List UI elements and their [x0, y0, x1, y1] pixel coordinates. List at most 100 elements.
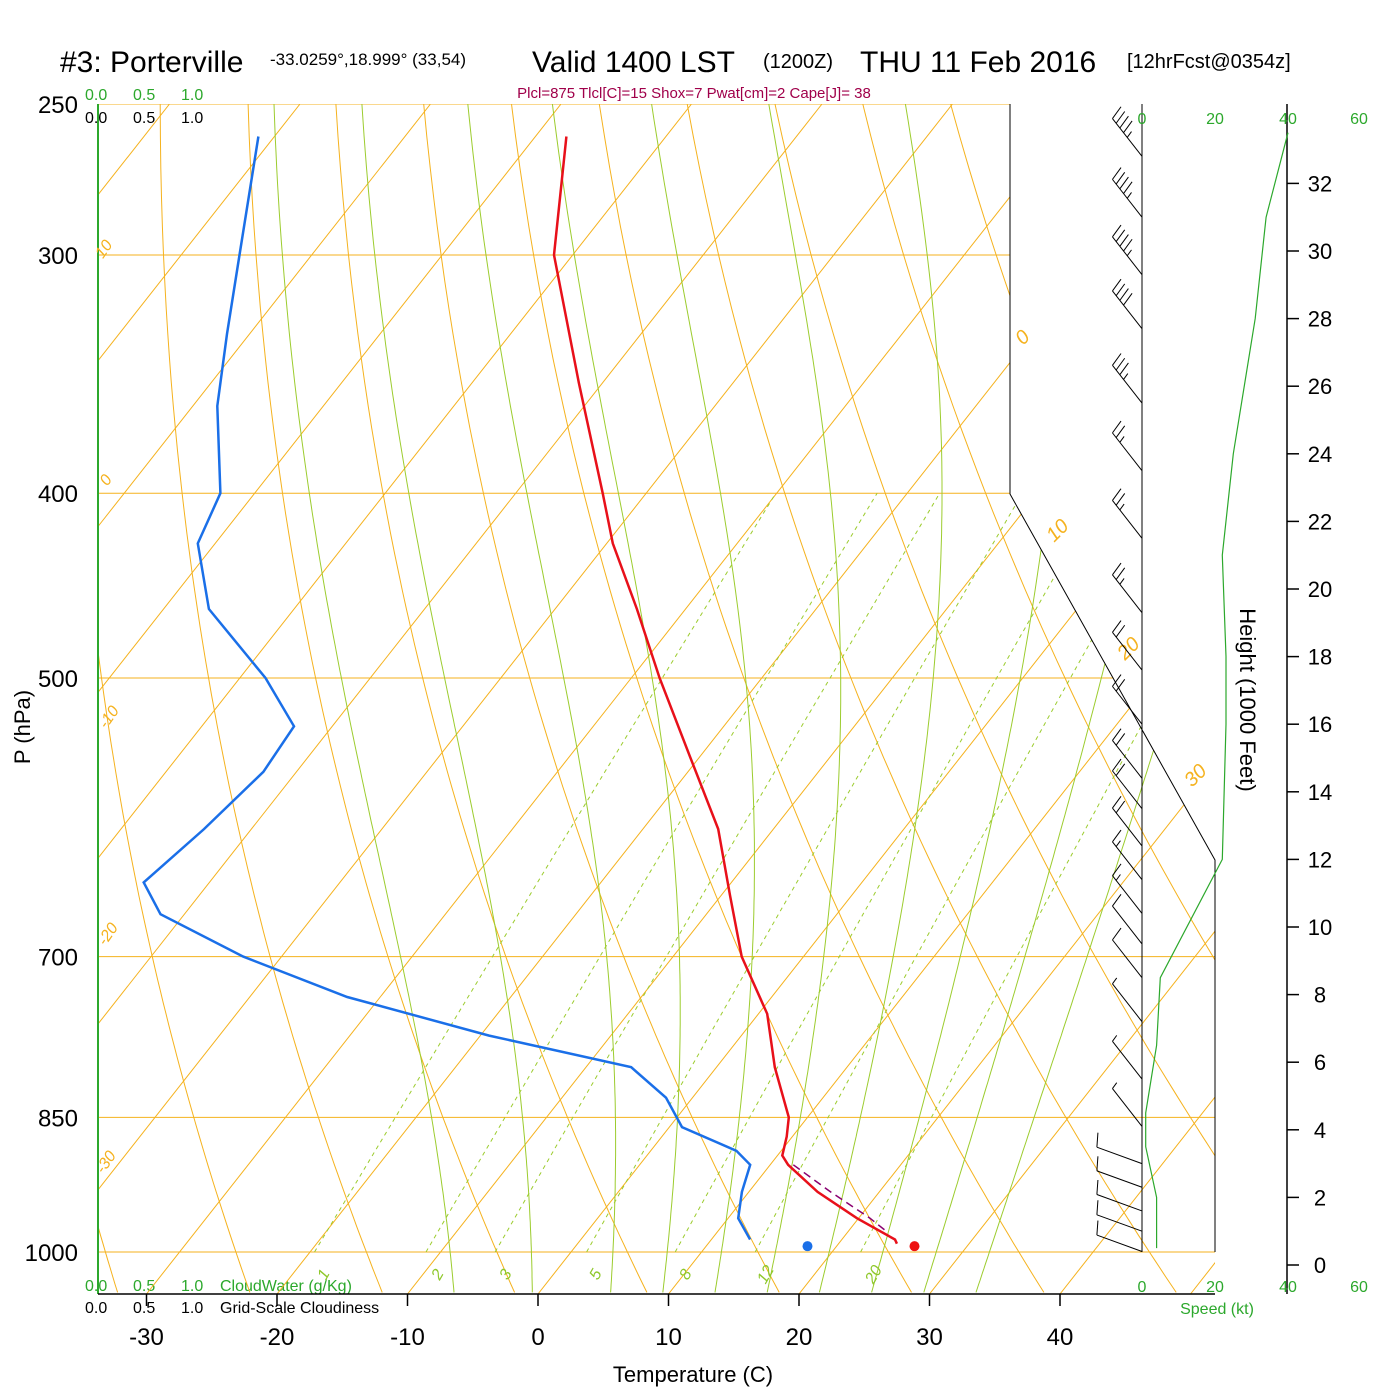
plot-area	[98, 70, 1400, 1294]
wind-barb-flag	[1112, 758, 1122, 772]
mixing-ratio-line	[494, 492, 941, 1253]
wind-barb-flag	[1115, 493, 1126, 506]
moist-adiabat-line	[273, 104, 455, 1293]
height-tick-label: 20	[1308, 577, 1332, 602]
dry-adiabat-line	[1201, 104, 1215, 1293]
wind-barb-flag	[1115, 172, 1126, 185]
dry-adiabat-line	[1376, 70, 1400, 1292]
speed-tick-top: 0	[1138, 111, 1147, 128]
cloudwater-tick-bottom: 0.0	[85, 1278, 107, 1295]
pressure-tick-label: 300	[38, 243, 78, 270]
height-tick-label: 22	[1308, 509, 1332, 534]
valid-time: Valid 1400 LST	[532, 46, 735, 79]
wind-barb-flag	[1112, 795, 1122, 809]
mixing-ratio-label: 5	[587, 1267, 606, 1283]
isotherm-line	[98, 104, 953, 1294]
height-tick-label: 12	[1308, 847, 1332, 872]
isotherm-line	[798, 104, 1215, 1294]
cloudwater-label: CloudWater (g/Kg)	[220, 1278, 352, 1295]
wind-barb-flag	[1123, 181, 1133, 194]
mixing-ratio-label: 20	[862, 1263, 886, 1288]
temperature-tick-label: 0	[531, 1324, 544, 1351]
wind-barb	[1112, 106, 1143, 157]
wind-barb-flag	[1112, 562, 1122, 576]
dry-adiabat-label: 10	[1042, 515, 1073, 546]
dry-adiabat-line	[854, 104, 1215, 1293]
moist-adiabat-line	[766, 104, 842, 1293]
mixing-ratio-line	[754, 492, 1175, 1253]
cloudiness-tick-top: 0.5	[133, 110, 155, 127]
wind-barb-half-flag	[1115, 840, 1121, 847]
dry-adiabat-line	[333, 104, 648, 1293]
dry-adiabat-line	[1027, 104, 1215, 1293]
pressure-tick-label: 250	[38, 92, 78, 119]
height-tick-label: 18	[1308, 645, 1332, 670]
temperature-trace	[552, 136, 899, 1245]
height-tick-label: 6	[1314, 1050, 1326, 1075]
pressure-tick-label: 500	[38, 666, 78, 693]
wind-barb	[1112, 758, 1143, 810]
wind-barb-flag	[1115, 229, 1126, 242]
wind-barb	[1112, 863, 1143, 914]
speed-tick-top: 40	[1279, 111, 1297, 128]
dry-adiabat-label: 0	[1011, 326, 1034, 349]
wind-barb	[1112, 488, 1143, 539]
dry-adiabat-line	[507, 104, 912, 1293]
isotherm-line	[1190, 104, 1215, 1294]
wind-barb-flag	[1112, 224, 1122, 238]
wind-barb	[1112, 420, 1143, 472]
wind-barb-shaft	[1096, 1214, 1143, 1232]
cloudiness-tick-bottom: 0.0	[85, 1300, 107, 1317]
wind-panel	[1096, 106, 1289, 1252]
wind-barb	[1096, 1200, 1143, 1232]
isotherm-line	[98, 104, 301, 1294]
wind-barb	[1112, 674, 1143, 725]
wind-barb-half-flag	[1126, 249, 1132, 257]
wind-barb-flag	[1096, 1200, 1099, 1215]
cloudiness-tick-bottom: 0.5	[133, 1300, 155, 1317]
wind-barb-flag	[1115, 425, 1126, 438]
wind-barb-half-flag	[1112, 1035, 1118, 1042]
wind-barb-shaft	[1112, 500, 1143, 539]
height-tick-label: 16	[1308, 712, 1332, 737]
temperature-tick-label: 20	[786, 1324, 813, 1351]
height-tick-label: 0	[1314, 1253, 1326, 1278]
wind-barb-flag	[1115, 800, 1126, 814]
wind-barb-flag	[1112, 488, 1122, 501]
wind-barb	[1112, 620, 1143, 671]
wind-barb-flag	[1112, 278, 1122, 292]
forecast-run: [12hrFcst@0354z]	[1127, 51, 1291, 73]
cloudiness-tick-top: 1.0	[181, 110, 203, 127]
wind-barb-shaft	[1112, 983, 1143, 1022]
dry-adiabat-line	[420, 104, 780, 1293]
wind-barb-shaft	[1096, 1170, 1143, 1188]
wind-barb-shaft	[1112, 364, 1143, 404]
height-tick-label: 32	[1308, 171, 1332, 196]
wind-barb-shaft	[1096, 1194, 1143, 1212]
temperature-tick-label: -10	[390, 1324, 425, 1351]
plot-frame	[97, 104, 1288, 1295]
cloudwater-tick-top: 1.0	[181, 87, 203, 104]
isotherm-line	[146, 104, 1084, 1294]
surface-temperature-point	[909, 1241, 920, 1252]
dry-adiabat-line	[767, 104, 1215, 1293]
height-tick-label: 8	[1314, 983, 1326, 1008]
wind-barb	[1096, 1132, 1143, 1165]
wind-barb-shaft	[1112, 1040, 1143, 1080]
wind-barb-half-flag	[1126, 131, 1132, 138]
cloudiness-label: Grid-Scale Cloudiness	[220, 1300, 379, 1317]
moist-adiabat-line	[651, 104, 755, 1293]
moist-adiabat-line	[975, 104, 1215, 1293]
dry-adiabat-line	[246, 104, 516, 1293]
temperature-tick-label: 40	[1047, 1324, 1074, 1351]
wind-barb	[1112, 829, 1143, 880]
wind-barb	[1112, 894, 1143, 945]
moist-adiabat-line	[551, 104, 681, 1293]
wind-barb-flag	[1096, 1132, 1099, 1148]
wind-barb	[1112, 927, 1143, 979]
speed-tick-bottom: 40	[1279, 1279, 1297, 1296]
y-axis-title: P (hPa)	[10, 690, 35, 764]
wind-barb-half-flag	[1119, 436, 1125, 443]
wind-barb-shaft	[1112, 905, 1143, 945]
temperature-tick-label: -20	[260, 1324, 295, 1351]
